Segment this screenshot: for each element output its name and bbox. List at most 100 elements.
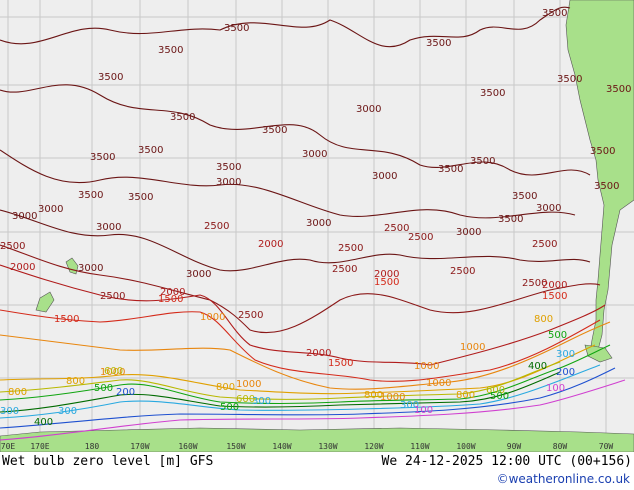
label-3500: 3500 [90, 152, 115, 163]
new-zealand-south-land [35, 291, 55, 313]
label-3500: 3500 [594, 181, 619, 192]
label-3500: 3500 [216, 162, 241, 173]
label-3500: 3500 [138, 145, 163, 156]
longitude-tick-label: 90W [507, 442, 522, 451]
label-600: 600 [486, 385, 505, 396]
label-2000: 2000 [160, 287, 185, 298]
label-3500: 3500 [170, 112, 195, 123]
label-800: 800 [66, 376, 85, 387]
label-300: 300 [58, 406, 77, 417]
label-500: 500 [548, 330, 567, 341]
longitude-tick-label: 70W [599, 442, 614, 451]
longitude-tick-label: 80W [553, 442, 568, 451]
label-2000: 2000 [258, 239, 283, 250]
label-2500: 2500 [522, 278, 547, 289]
label-800: 800 [534, 314, 553, 325]
label-3500: 3500 [224, 23, 249, 34]
label-2500: 2500 [450, 266, 475, 277]
label-3500: 3500 [438, 164, 463, 175]
label-3500: 3500 [128, 192, 153, 203]
longitude-ticks: 70E 170E 180 170W 160W 150W 140W 130W 120W 110W 10… [1, 442, 614, 451]
map-canvas: 3500 3500 3500 3500 3500 3500 3500 3500 … [0, 0, 634, 452]
label-1000: 1000 [414, 361, 439, 372]
contour-300 [0, 364, 601, 419]
label-3500: 3500 [606, 84, 631, 95]
contour-600 [0, 361, 561, 400]
label-500: 500 [220, 402, 239, 413]
contour-1500 [0, 309, 601, 382]
label-3000: 3000 [456, 227, 481, 238]
label-3000: 3000 [38, 204, 63, 215]
label-2500: 2500 [0, 241, 25, 252]
label-3000: 3000 [302, 149, 327, 160]
label-300: 300 [556, 349, 575, 360]
label-3000: 3000 [372, 171, 397, 182]
south-america-land [565, 0, 634, 353]
contour-3500-mid [0, 84, 591, 176]
label-2500: 2500 [332, 264, 357, 275]
label-3000: 3000 [356, 104, 381, 115]
label-100: 100 [414, 405, 433, 416]
longitude-tick-label: 170E [30, 442, 49, 451]
label-1000: 1000 [200, 312, 225, 323]
tierra-del-fuego-land [584, 344, 613, 363]
contour-map: 3500 3500 3500 3500 3500 3500 3500 3500 … [0, 0, 634, 452]
longitude-tick-label: 140W [272, 442, 291, 451]
longitude-tick-label: 150W [226, 442, 245, 451]
label-1500: 1500 [54, 314, 79, 325]
label-800: 800 [8, 387, 27, 398]
map-footer: Wet bulb zero level [m] GFS We 24-12-202… [0, 452, 634, 490]
contour-3000-a [0, 149, 576, 219]
contour-400 [0, 371, 561, 413]
label-2500: 2500 [204, 221, 229, 232]
label-2000: 2000 [542, 280, 567, 291]
longitude-tick-label: 100W [456, 442, 475, 451]
label-2000: 2000 [10, 262, 35, 273]
label-3000: 3000 [96, 222, 121, 233]
label-3000: 3000 [78, 263, 103, 274]
label-100: 100 [546, 383, 565, 394]
label-3500: 3500 [480, 88, 505, 99]
label-3500: 3500 [498, 214, 523, 225]
longitude-tick-label: 160W [178, 442, 197, 451]
label-3500: 3500 [158, 45, 183, 56]
label-600: 600 [104, 366, 123, 377]
label-3000: 3000 [306, 218, 331, 229]
valid-time: We 24-12-2025 12:00 UTC (00+156) [381, 454, 632, 469]
longitude-tick-label: 130W [318, 442, 337, 451]
contour-2500 [0, 244, 601, 334]
label-3500: 3500 [426, 38, 451, 49]
label-2500: 2500 [532, 239, 557, 250]
label-1000: 1000 [460, 342, 485, 353]
label-800: 800 [456, 390, 475, 401]
label-2500: 2500 [384, 223, 409, 234]
contour-3000-b [0, 209, 591, 272]
credit-link[interactable]: ©weatheronline.co.uk [496, 472, 630, 486]
label-300: 300 [252, 396, 271, 407]
label-2000: 2000 [374, 269, 399, 280]
label-1000: 1000 [380, 392, 405, 403]
label-2000: 2000 [306, 348, 331, 359]
contour-labels: 3500 3500 3500 3500 3500 3500 3500 3500 … [0, 8, 631, 428]
label-1500: 1500 [158, 294, 183, 305]
label-1000: 1000 [100, 367, 125, 378]
label-3500: 3500 [470, 156, 495, 167]
label-3500: 3500 [590, 146, 615, 157]
label-400: 400 [528, 361, 547, 372]
label-1500: 1500 [328, 358, 353, 369]
label-200: 200 [116, 387, 135, 398]
contour-lines [0, 6, 626, 441]
label-3500: 3500 [262, 125, 287, 136]
label-800: 800 [364, 390, 383, 401]
label-300: 300 [400, 400, 419, 411]
label-300: 300 [0, 406, 19, 417]
new-zealand-north-land [65, 257, 79, 275]
contour-200 [0, 367, 616, 429]
label-2500: 2500 [408, 232, 433, 243]
antarctica-land [0, 427, 634, 452]
contour-100 [0, 379, 626, 441]
label-400: 400 [34, 417, 53, 428]
contour-1000 [0, 321, 611, 390]
label-1000: 1000 [236, 379, 261, 390]
contour-3500-north [0, 6, 571, 48]
